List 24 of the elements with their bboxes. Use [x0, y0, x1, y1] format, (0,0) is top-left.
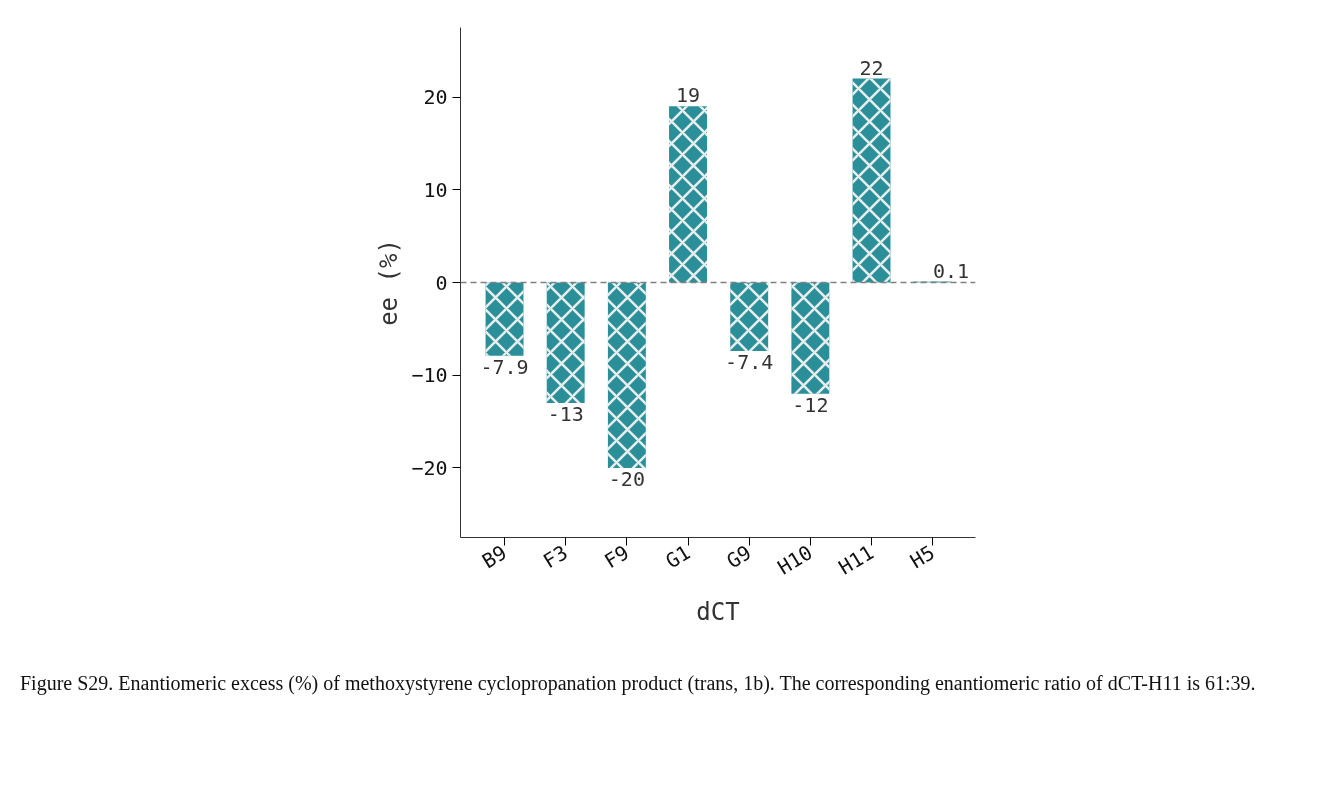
y-axis-title: ee (%)	[375, 239, 404, 326]
x-tick-label: G1	[661, 540, 695, 574]
data-label: -12	[792, 392, 829, 417]
x-tick-label: F9	[600, 540, 634, 574]
x-tick-label: G9	[722, 540, 756, 574]
data-label: -13	[547, 402, 584, 427]
y-tick-label: 0	[435, 270, 448, 295]
x-axis-title: dCT	[696, 597, 740, 626]
y-tick-label: −20	[411, 455, 448, 480]
data-label: -7.9	[480, 354, 529, 379]
x-tick-label: H10	[773, 540, 817, 580]
x-tick-label: H11	[834, 540, 878, 580]
caption: Figure S29. Enantiomeric excess (%) of methoxystyrene cyclopropanation product (trans, 1b). The corresponding enantiomeric ratio of dCT-H11 is 61:39.	[20, 671, 1257, 696]
data-label: 22	[859, 55, 884, 80]
y-tick-label: 20	[423, 85, 448, 110]
x-tick-label: F3	[538, 540, 572, 574]
data-label: 0.1	[932, 258, 970, 283]
x-tick-label: H5	[905, 540, 939, 574]
y-tick-label: −10	[411, 363, 448, 388]
x-tick-label: B9	[477, 540, 511, 574]
data-label: -7.4	[725, 350, 774, 375]
data-label: 19	[675, 83, 701, 108]
data-label: -20	[608, 466, 645, 491]
y-tick-label: 10	[423, 177, 448, 202]
